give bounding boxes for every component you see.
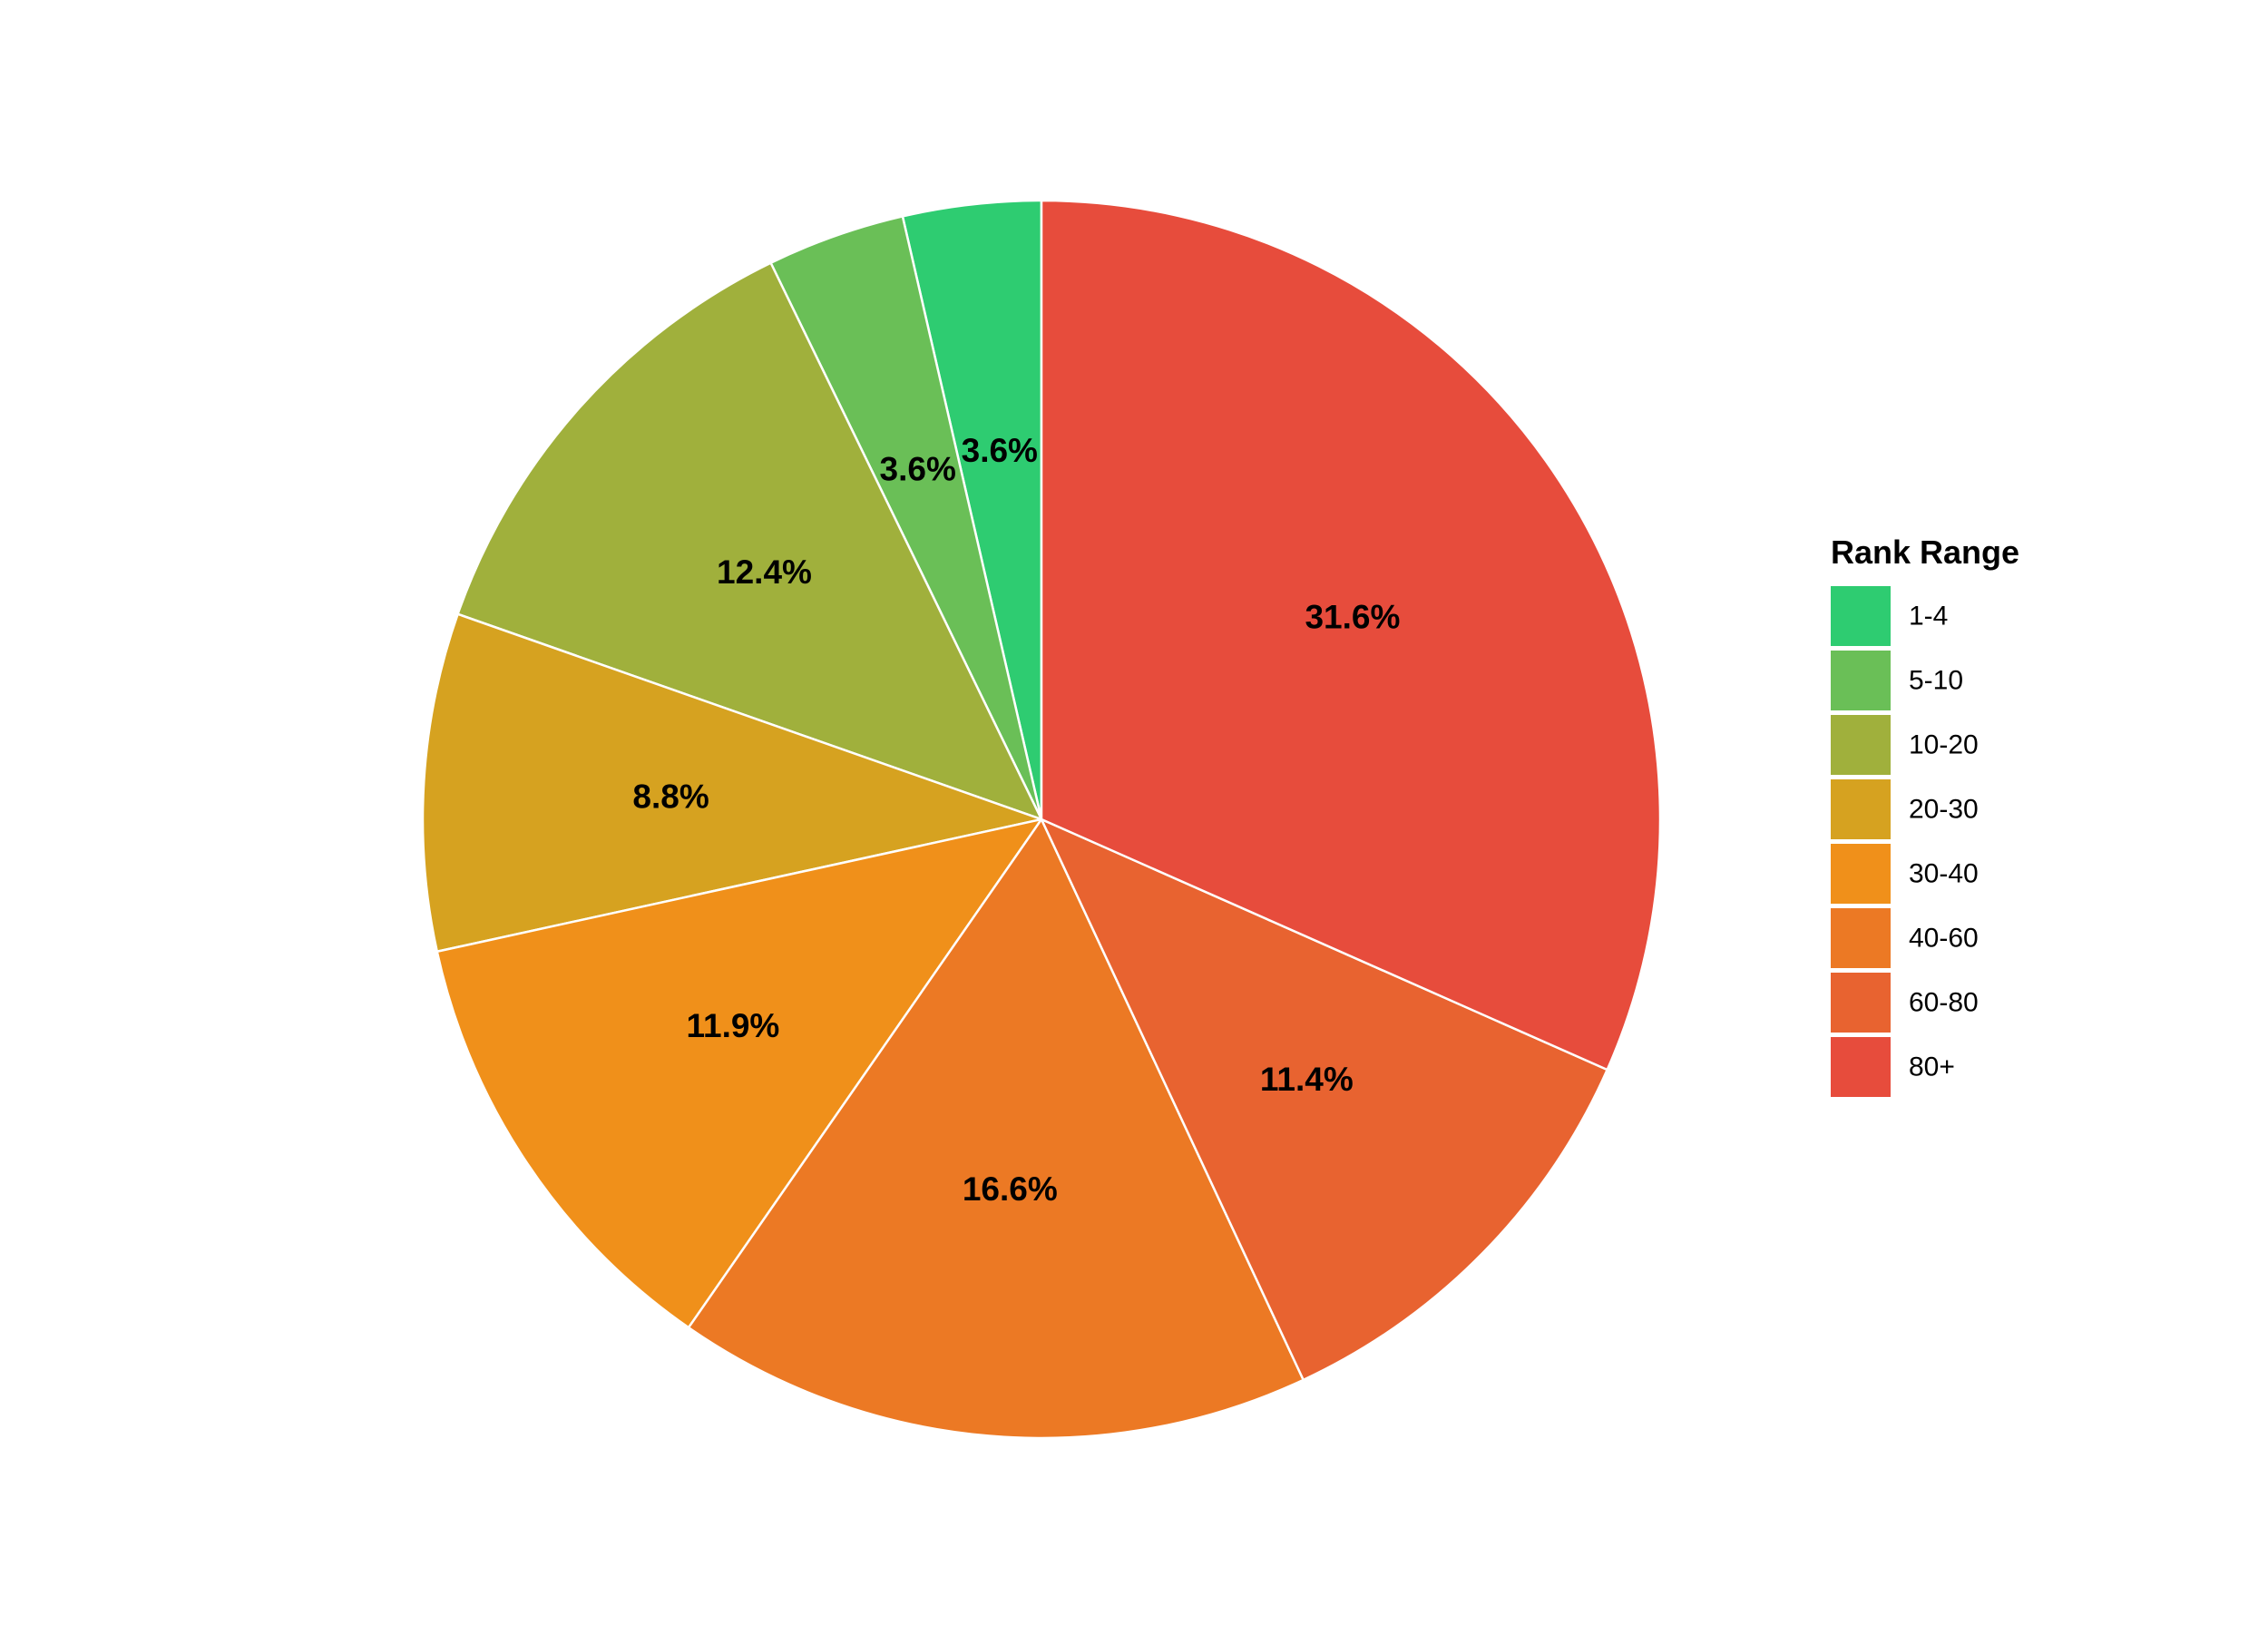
pie-slice-60-80 [1040, 817, 1608, 1382]
legend-swatch-30-40 [1831, 844, 1891, 904]
legend-swatch-20-30 [1831, 779, 1891, 839]
slice-label-30-40: 11.9% [686, 1007, 779, 1044]
pie-slice-40-60 [687, 817, 1305, 1440]
pie-slice-30-40 [435, 817, 1043, 1329]
legend-title: Rank Range [1831, 534, 2019, 571]
legend-label-1-4: 1-4 [1909, 602, 1948, 631]
legend-label-40-60: 40-60 [1909, 924, 1979, 954]
slice-label-40-60: 16.6% [963, 1170, 1058, 1208]
slice-label-80+: 31.6% [1305, 598, 1400, 635]
pie-slice-labels: 3.6%3.6% 12.4% 8.8% 11.9% 16.6% 11.4% 31.6% [632, 432, 1400, 1208]
pie-slice-10-20 [456, 261, 1043, 821]
legend-swatch-60-80 [1831, 973, 1891, 1033]
slice-label-10-20: 12.4% [717, 553, 812, 591]
legend-swatch-1-4 [1831, 586, 1891, 646]
slice-label-1-4: 3.6% [962, 432, 1038, 469]
legend-swatch-40-60 [1831, 908, 1891, 968]
legend-swatch-10-20 [1831, 715, 1891, 775]
legend-label-80+: 80+ [1909, 1052, 1955, 1082]
pie-slices [421, 199, 1662, 1440]
slice-label-20-30: 8.8% [632, 778, 709, 815]
legend-swatch-5-10 [1831, 651, 1891, 710]
slice-label-5-10: 3.6% [880, 451, 956, 488]
pie-slice-80+ [1040, 199, 1662, 1072]
legend-label-5-10: 5-10 [1909, 666, 1963, 696]
slice-label-60-80: 11.4% [1260, 1061, 1354, 1098]
legend-label-30-40: 30-40 [1909, 859, 1979, 889]
legend-label-10-20: 10-20 [1909, 730, 1979, 760]
pie-slice-20-30 [421, 612, 1043, 954]
legend: Rank Range 1-4 5-10 10-20 20-30 30-40 40-60 60… [1831, 534, 2019, 1097]
legend-label-20-30: 20-30 [1909, 795, 1979, 825]
legend-label-60-80: 60-80 [1909, 988, 1979, 1018]
legend-items: 1-4 5-10 10-20 20-30 30-40 40-60 60-80 80+ [1831, 586, 1979, 1097]
legend-swatch-80+ [1831, 1037, 1891, 1097]
